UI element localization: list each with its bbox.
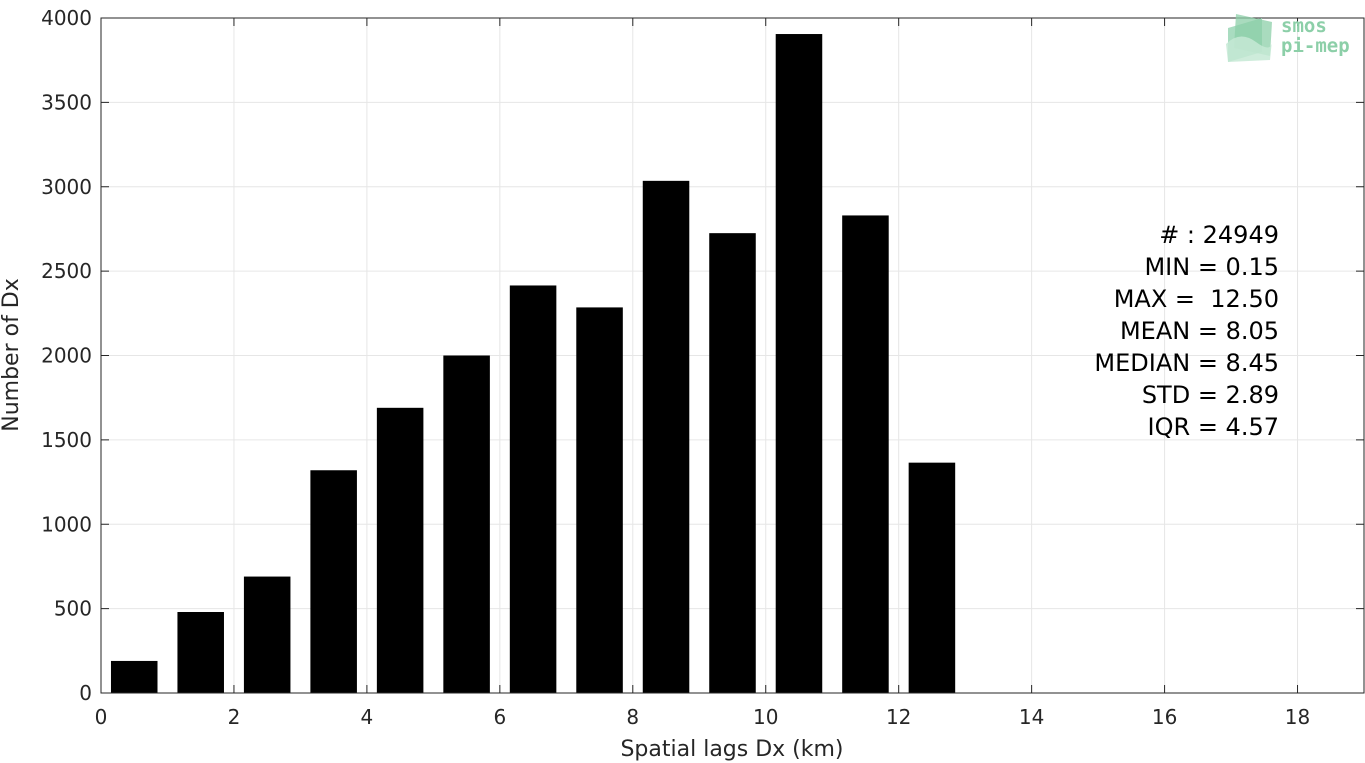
- x-axis-label: Spatial lags Dx (km): [620, 737, 843, 762]
- y-tick-label: 500: [54, 597, 92, 621]
- x-tick-label: 12: [886, 705, 911, 729]
- stat-line: MEDIAN = 8.45: [1094, 349, 1279, 377]
- x-tick-labels: 0 2 4 6 8 10 12 14 16 18: [95, 705, 1311, 729]
- x-tick-label: 10: [753, 705, 778, 729]
- histogram-bar: [376, 407, 424, 693]
- x-tick-label: 6: [493, 705, 506, 729]
- y-tick-label: 4000: [41, 6, 92, 30]
- x-tick-label: 8: [626, 705, 639, 729]
- logo-text-line2: pi-mep: [1281, 35, 1350, 57]
- stat-line: MEAN = 8.05: [1120, 317, 1279, 345]
- stat-line: MAX = 12.50: [1114, 285, 1279, 313]
- x-tick-label: 16: [1152, 705, 1177, 729]
- y-tick-label: 0: [79, 681, 92, 705]
- histogram-bar: [775, 34, 823, 693]
- histogram-bar: [177, 612, 224, 693]
- stat-line: MIN = 0.15: [1144, 253, 1279, 281]
- x-tick-label: 18: [1285, 705, 1310, 729]
- stat-line: IQR = 4.57: [1148, 413, 1279, 441]
- x-tick-label: 2: [228, 705, 241, 729]
- y-tick-label: 3500: [41, 90, 92, 114]
- y-tick-label: 2000: [41, 344, 92, 368]
- histogram-bar: [110, 660, 158, 693]
- histogram-bar: [243, 576, 291, 693]
- smos-pimep-logo: smos pi-mep: [1226, 14, 1350, 62]
- histogram-bar: [842, 215, 889, 693]
- stat-line: # : 24949: [1159, 221, 1279, 249]
- stat-line: STD = 2.89: [1142, 381, 1279, 409]
- histogram-bar: [908, 462, 956, 693]
- x-tick-label: 4: [361, 705, 374, 729]
- histogram-bar: [310, 470, 357, 693]
- tick-marks: [100, 17, 1364, 694]
- statistics-box: # : 24949 MIN = 0.15 MAX = 12.50 MEAN = 8.0…: [1094, 221, 1279, 441]
- histogram-bar: [709, 233, 756, 693]
- y-tick-label: 3000: [41, 175, 92, 199]
- logo-mark-icon: [1226, 14, 1272, 62]
- y-tick-label: 2500: [41, 259, 92, 283]
- y-tick-label: 1500: [41, 428, 92, 452]
- histogram-bar: [509, 285, 557, 693]
- x-tick-label: 0: [95, 705, 108, 729]
- y-tick-labels: 0 500 1000 1500 2000 2500 3000 3500 4000: [41, 6, 92, 705]
- histogram-bar: [443, 355, 490, 693]
- histogram-bar: [576, 307, 623, 693]
- histogram-bar: [642, 180, 690, 693]
- y-axis-label: Number of Dx: [0, 278, 24, 432]
- logo-text-line1: smos: [1281, 15, 1327, 37]
- bars: [110, 34, 956, 693]
- y-tick-label: 1000: [41, 512, 92, 536]
- x-tick-label: 14: [1019, 705, 1044, 729]
